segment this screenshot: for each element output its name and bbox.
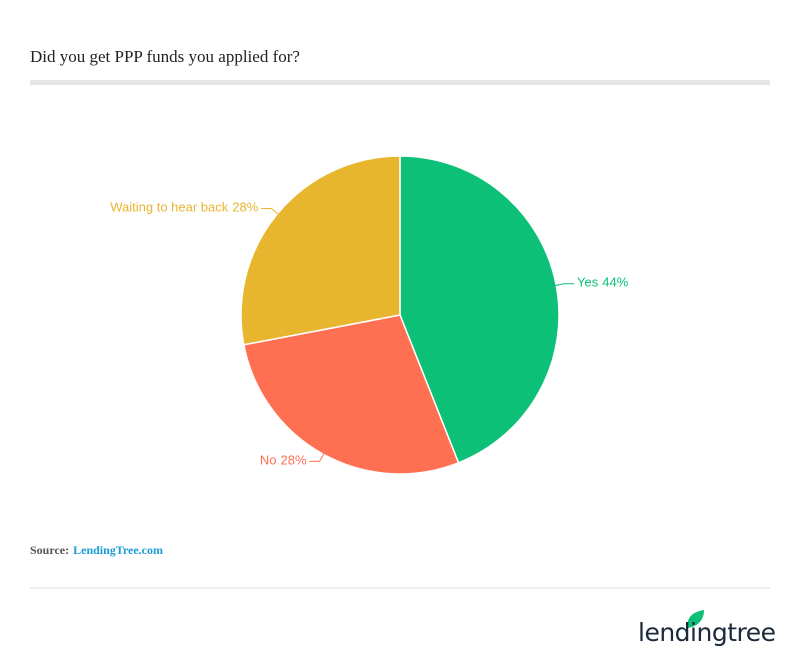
label-value: 28% bbox=[232, 200, 258, 215]
pie: Yes 44%No 28%Waiting to hear back 28% bbox=[110, 155, 629, 475]
leader-line bbox=[261, 208, 280, 216]
leader-line bbox=[309, 452, 325, 462]
source: Source: LendingTree.com bbox=[30, 543, 163, 557]
chart-title: Did you get PPP funds you applied for? bbox=[30, 47, 300, 66]
logo-text: lendingtree bbox=[638, 618, 776, 647]
pie-slice bbox=[240, 155, 401, 346]
source-link[interactable]: LendingTree.com bbox=[73, 543, 163, 557]
label-category: No bbox=[260, 453, 277, 468]
leader-line bbox=[554, 283, 575, 287]
title-rule bbox=[30, 80, 770, 85]
label-category: Yes bbox=[577, 275, 599, 290]
source-label: Source: bbox=[30, 543, 69, 557]
data-label: Yes 44% bbox=[577, 275, 629, 290]
label-value: 44% bbox=[602, 275, 628, 290]
logo-leaf bbox=[687, 610, 704, 628]
data-label: No 28% bbox=[260, 453, 307, 468]
label-value: 28% bbox=[281, 453, 307, 468]
data-label: Waiting to hear back 28% bbox=[110, 200, 258, 215]
logo: lendingtree bbox=[638, 610, 776, 647]
label-category: Waiting to hear back bbox=[110, 200, 229, 215]
